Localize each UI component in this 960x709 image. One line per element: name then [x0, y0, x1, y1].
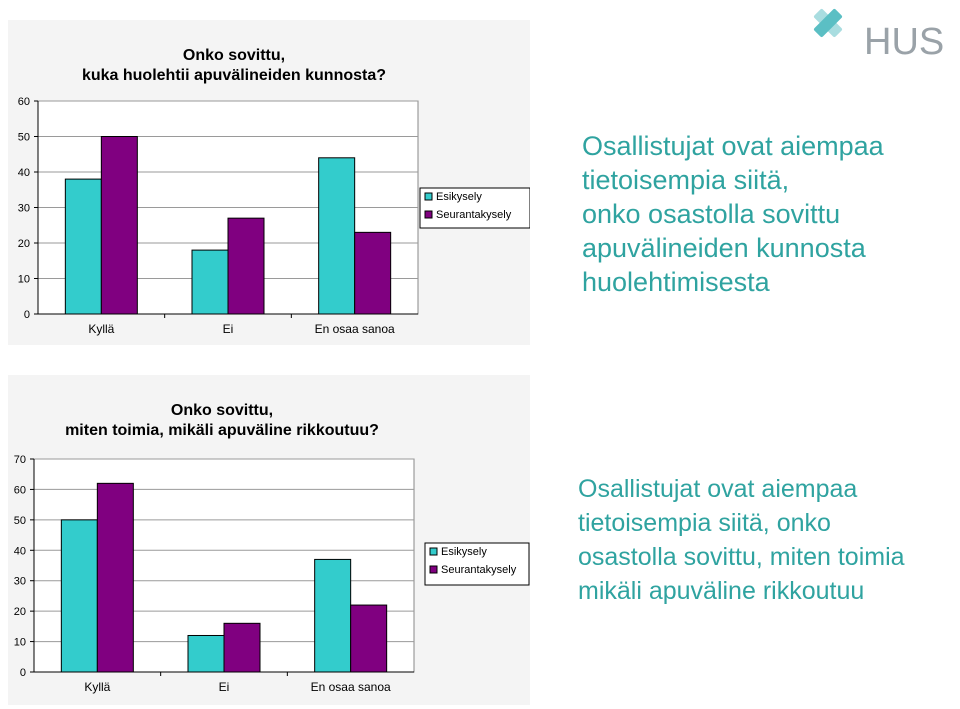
y-tick-label: 30 — [18, 203, 30, 215]
legend-swatch — [429, 565, 438, 574]
summary-text-1: Osallistujat ovat aiempaa tietoisempia s… — [582, 129, 952, 299]
bar-seurantakysely — [350, 604, 388, 673]
y-tick-label: 60 — [18, 96, 30, 108]
chart-2-svg: Onko sovittu, miten toimia, mikäli apuväl… — [14, 402, 530, 694]
bar-esikysely — [187, 634, 225, 673]
bar-seurantakysely — [100, 136, 138, 315]
x-category-label: En osaa sanoa — [315, 322, 395, 336]
x-category-label: Kyllä — [84, 680, 110, 694]
chart-title-line: kuka huolehtii apuvälineiden kunnosta? — [82, 67, 386, 84]
bar-esikysely — [64, 178, 102, 315]
chart-1-svg: Onko sovittu, kuka huolehtii apuvälineide… — [18, 47, 530, 336]
bar-seurantakysely — [96, 482, 134, 673]
hus-logo-cross-icon — [813, 8, 843, 38]
x-category-label: En osaa sanoa — [311, 680, 391, 694]
legend-box — [424, 542, 530, 586]
hus-logo: HUS — [812, 4, 952, 63]
summary-2-line: mikäli apuväline rikkoutuu — [578, 577, 865, 605]
y-tick-label: 20 — [18, 238, 30, 250]
summary-1-line: Osallistujat ovat aiempaa — [582, 131, 884, 161]
y-tick-label: 20 — [14, 606, 26, 618]
chart-panel-2: Onko sovittu, miten toimia, mikäli apuväl… — [8, 375, 530, 705]
x-category-label: Kyllä — [88, 322, 114, 336]
legend-label: Seurantakysely — [441, 564, 517, 576]
chart-title-line: Onko sovittu, — [171, 402, 273, 419]
x-category-label: Ei — [223, 322, 234, 336]
y-tick-label: 10 — [14, 637, 26, 649]
chart-panel-1: Onko sovittu, kuka huolehtii apuvälineide… — [8, 20, 530, 345]
summary-1-line: apuvälineiden kunnosta — [582, 233, 866, 263]
legend-label: Seurantakysely — [436, 209, 512, 221]
summary-1-line: huolehtimisesta — [582, 267, 770, 297]
legend-box — [419, 187, 530, 229]
y-tick-label: 0 — [20, 667, 26, 679]
y-tick-label: 40 — [18, 167, 30, 179]
legend-swatch — [429, 547, 438, 556]
legend-label: Esikysely — [436, 191, 482, 203]
bar-seurantakysely — [354, 231, 392, 315]
hus-logo-text: HUS — [864, 21, 944, 60]
chart-title-line: miten toimia, mikäli apuväline rikkoutuu… — [65, 422, 379, 439]
x-category-label: Ei — [219, 680, 230, 694]
y-tick-label: 30 — [14, 576, 26, 588]
legend-swatch — [424, 192, 433, 201]
hus-logo-mark: HUS — [813, 8, 944, 63]
y-tick-label: 70 — [14, 454, 26, 466]
y-tick-label: 50 — [18, 132, 30, 144]
y-tick-label: 0 — [24, 309, 30, 321]
legend-label: Esikysely — [441, 546, 487, 558]
summary-2-line: tietoisempia siitä, onko — [578, 509, 831, 537]
y-tick-label: 40 — [14, 545, 26, 557]
summary-text-2: Osallistujat ovat aiempaa tietoisempia s… — [578, 472, 960, 608]
y-tick-label: 50 — [14, 515, 26, 527]
bar-seurantakysely — [227, 217, 265, 315]
bar-esikysely — [314, 558, 352, 673]
bar-esikysely — [318, 157, 356, 315]
summary-1-line: onko osastolla sovittu — [582, 199, 841, 229]
y-tick-label: 60 — [14, 484, 26, 496]
y-tick-label: 10 — [18, 274, 30, 286]
chart-title-line: Onko sovittu, — [183, 47, 285, 64]
summary-1-line: tietoisempia siitä, — [582, 165, 790, 195]
legend-swatch — [424, 210, 433, 219]
bar-seurantakysely — [223, 622, 261, 673]
summary-2-line: osastolla sovittu, miten toimia — [578, 543, 905, 571]
summary-2-line: Osallistujat ovat aiempaa — [578, 475, 858, 503]
bar-esikysely — [191, 249, 229, 315]
bar-esikysely — [60, 519, 98, 673]
